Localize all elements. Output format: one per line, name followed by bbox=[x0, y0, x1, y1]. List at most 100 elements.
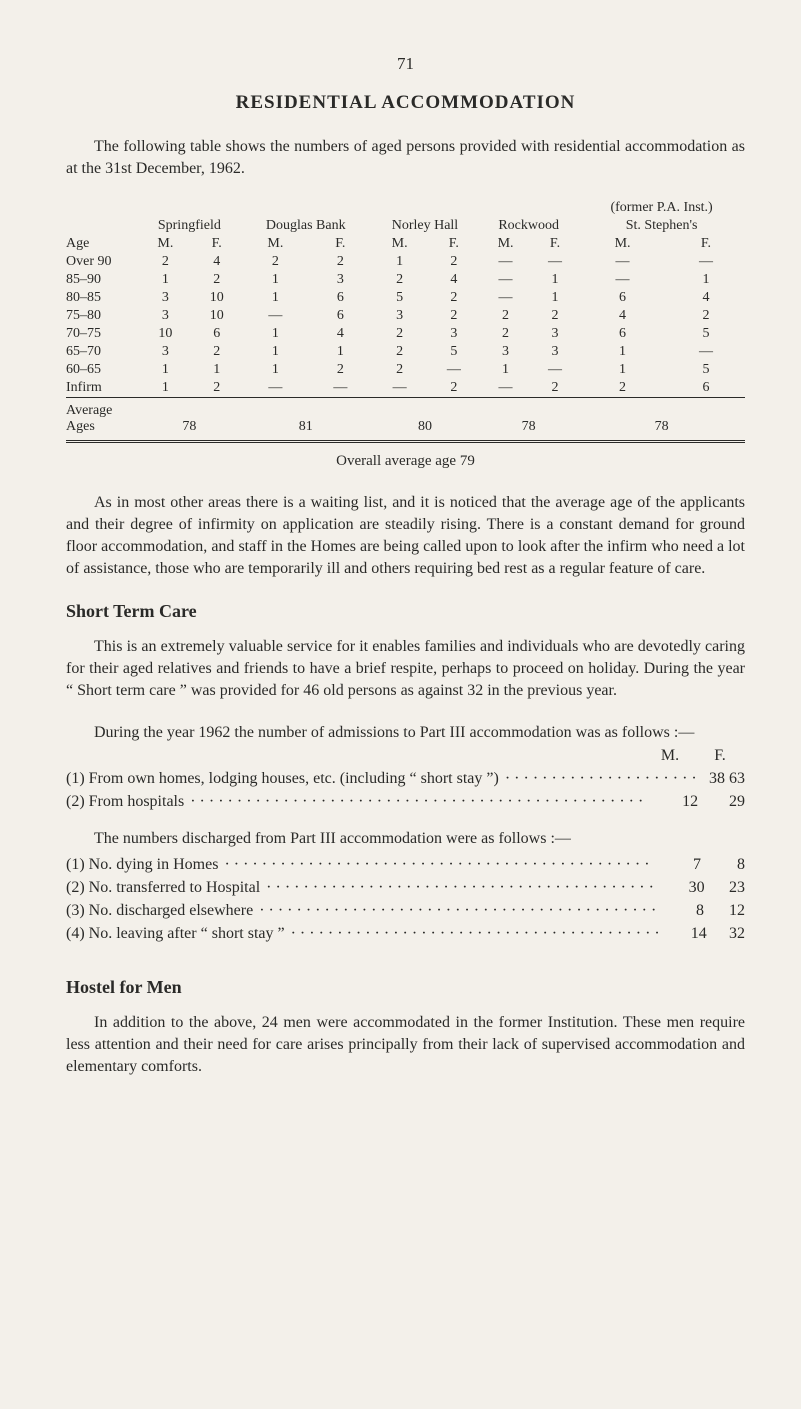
table-cell: — bbox=[479, 253, 532, 271]
table-cell: — bbox=[578, 253, 667, 271]
table-cell: 1 bbox=[241, 361, 310, 379]
table-cell: 2 bbox=[479, 307, 532, 325]
intro-paragraph: The following table shows the numbers of… bbox=[66, 136, 745, 179]
table-cell: — bbox=[578, 271, 667, 289]
table-row: 60–6511122—1—15 bbox=[66, 361, 745, 379]
item-label: (3) No. discharged elsewhere bbox=[66, 899, 253, 922]
item-label: (1) From own homes, lodging houses, etc.… bbox=[66, 767, 499, 790]
table-cell: 1 bbox=[667, 271, 745, 289]
col-f: F. bbox=[667, 235, 745, 253]
col-f: F. bbox=[532, 235, 578, 253]
table-cell: 3 bbox=[138, 289, 193, 307]
leader-dots: ········································… bbox=[505, 767, 699, 790]
para-short-term-care: This is an extremely valuable service fo… bbox=[66, 636, 745, 702]
table-cell: 6 bbox=[310, 289, 371, 307]
list-item: (4) No. leaving after “ short stay ”····… bbox=[66, 922, 745, 945]
list-item: (1) No. dying in Homes··················… bbox=[66, 853, 745, 876]
table-cell: 2 bbox=[429, 289, 480, 307]
table-cell: 1 bbox=[138, 271, 193, 289]
heading-hostel-for-men: Hostel for Men bbox=[66, 977, 745, 998]
table-row: 75–80310—6322242 bbox=[66, 307, 745, 325]
para-hostel: In addition to the above, 24 men were ac… bbox=[66, 1012, 745, 1078]
table-cell: 2 bbox=[429, 253, 480, 271]
heading-short-term-care: Short Term Care bbox=[66, 601, 745, 622]
table-cell: 4 bbox=[667, 289, 745, 307]
col-m: M. bbox=[138, 235, 193, 253]
value-m: 30 bbox=[664, 876, 704, 899]
table-cell: 6 bbox=[578, 289, 667, 307]
table-cell: — bbox=[479, 379, 532, 398]
value-f: 8 bbox=[701, 853, 745, 876]
table-cell: 5 bbox=[429, 343, 480, 361]
table-cell: 2 bbox=[310, 253, 371, 271]
item-label: (2) No. transferred to Hospital bbox=[66, 876, 260, 899]
inst-springfield: Springfield bbox=[138, 217, 241, 235]
table-cell: — bbox=[429, 361, 480, 379]
table-cell: 2 bbox=[532, 379, 578, 398]
row-label: Infirm bbox=[66, 379, 138, 398]
table-row: Over 90242212———— bbox=[66, 253, 745, 271]
table-cell: 4 bbox=[193, 253, 241, 271]
overall-average: Overall average age 79 bbox=[66, 453, 745, 470]
table-cell: 2 bbox=[429, 379, 480, 398]
table-cell: 2 bbox=[371, 325, 429, 343]
table-cell: 6 bbox=[667, 379, 745, 398]
inst-st-stephens: St. Stephen's bbox=[578, 217, 745, 235]
table-cell: 1 bbox=[479, 361, 532, 379]
table-row: 80–853101652—164 bbox=[66, 289, 745, 307]
table-cell: 4 bbox=[310, 325, 371, 343]
list-item: (1) From own homes, lodging houses, etc.… bbox=[66, 767, 745, 790]
value-m: 14 bbox=[668, 922, 706, 945]
table-cell: 2 bbox=[532, 307, 578, 325]
table-cell: 3 bbox=[138, 307, 193, 325]
item-label: (4) No. leaving after “ short stay ” bbox=[66, 922, 285, 945]
table-cell: 2 bbox=[578, 379, 667, 398]
table-cell: — bbox=[241, 379, 310, 398]
leader-dots: ········································… bbox=[259, 899, 657, 922]
table-cell: 1 bbox=[532, 271, 578, 289]
table-cell: 6 bbox=[193, 325, 241, 343]
table-cell: 1 bbox=[241, 271, 310, 289]
double-rule bbox=[66, 440, 745, 443]
table-cell: 2 bbox=[138, 253, 193, 271]
table-cell: 2 bbox=[193, 343, 241, 361]
row-label: 85–90 bbox=[66, 271, 138, 289]
table-cell: 10 bbox=[193, 289, 241, 307]
table-cell: 10 bbox=[138, 325, 193, 343]
col-f: F. bbox=[429, 235, 480, 253]
col-f: F. bbox=[310, 235, 371, 253]
table-cell: 5 bbox=[371, 289, 429, 307]
table-cell: 10 bbox=[193, 307, 241, 325]
row-label: 65–70 bbox=[66, 343, 138, 361]
col-f: F. bbox=[193, 235, 241, 253]
table-cell: 2 bbox=[193, 379, 241, 398]
row-label: 80–85 bbox=[66, 289, 138, 307]
table-cell: 1 bbox=[138, 361, 193, 379]
table-cell: 5 bbox=[667, 361, 745, 379]
table-cell: — bbox=[479, 271, 532, 289]
table-cell: 2 bbox=[241, 253, 310, 271]
table-cell: 5 bbox=[667, 325, 745, 343]
age-label: Age bbox=[66, 235, 138, 253]
leader-dots: ········································… bbox=[266, 876, 658, 899]
list-item: (3) No. discharged elsewhere ············… bbox=[66, 899, 745, 922]
pa-note: (former P.A. Inst.) bbox=[578, 199, 745, 217]
table-cell: 1 bbox=[532, 289, 578, 307]
main-title: RESIDENTIAL ACCOMMODATION bbox=[66, 92, 745, 114]
table-cell: 4 bbox=[578, 307, 667, 325]
inst-douglas-bank: Douglas Bank bbox=[241, 217, 371, 235]
table-cell: 1 bbox=[241, 289, 310, 307]
admissions-block: M. F. (1) From own homes, lodging houses… bbox=[66, 744, 745, 814]
table-cell: 1 bbox=[371, 253, 429, 271]
table-cell: 3 bbox=[532, 325, 578, 343]
discharges-intro: The numbers discharged from Part III acc… bbox=[66, 827, 745, 850]
list-item: (2) From hospitals······················… bbox=[66, 790, 745, 813]
table-row: Infirm12———2—226 bbox=[66, 379, 745, 398]
inst-norley-hall: Norley Hall bbox=[371, 217, 479, 235]
value-m: 38 bbox=[705, 767, 725, 790]
page: 71 RESIDENTIAL ACCOMMODATION The followi… bbox=[0, 0, 801, 1409]
table-cell: 1 bbox=[578, 343, 667, 361]
table-cell: 3 bbox=[532, 343, 578, 361]
table-cell: 3 bbox=[371, 307, 429, 325]
table-cell: 2 bbox=[310, 361, 371, 379]
